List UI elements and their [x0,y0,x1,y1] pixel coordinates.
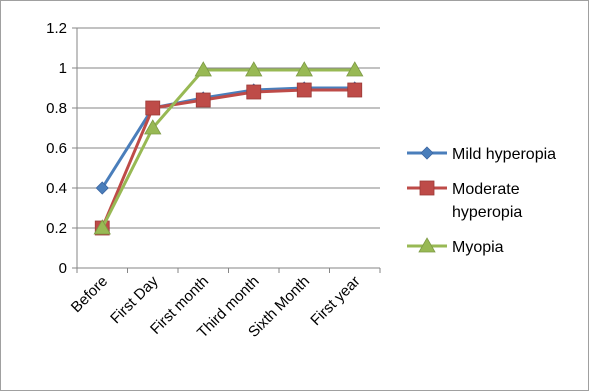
data-point-series-2 [295,61,313,77]
y-tick-label: 0 [59,260,67,277]
y-tick-label: 1 [59,60,67,77]
plot-series [93,61,364,236]
data-point-series-1 [296,82,312,98]
data-point-series-1 [347,82,363,98]
data-point-series-2 [245,61,263,77]
data-point-series-2 [194,61,212,77]
data-point-series-1 [246,84,262,100]
legend-marker-0 [420,146,434,160]
legend-marker-1 [419,180,435,196]
series-line-1 [100,88,355,229]
legend-label: hyperopia [452,204,522,221]
legend-label: Mild hyperopia [452,146,556,163]
data-point-series-1 [145,100,161,116]
y-tick-label: 1.2 [46,20,67,37]
legend-label: Moderate [452,181,520,198]
legend-marker-2 [418,237,436,253]
series-line-2 [100,68,355,229]
legend: Mild hyperopia Moderate hyperopia Myopia [407,146,556,256]
data-point-series-1 [195,92,211,108]
series-line-0 [100,86,355,189]
y-tick-label: 0.2 [46,220,67,237]
data-point-series-2 [93,219,111,235]
data-point-series-2 [144,119,162,135]
legend-label: Myopia [452,239,504,256]
y-tick-label: 0.4 [46,180,67,197]
data-point-series-2 [346,61,364,77]
data-point-series-0 [95,181,109,195]
y-tick-label: 0.8 [46,100,67,117]
y-tick-label: 0.6 [46,140,67,157]
